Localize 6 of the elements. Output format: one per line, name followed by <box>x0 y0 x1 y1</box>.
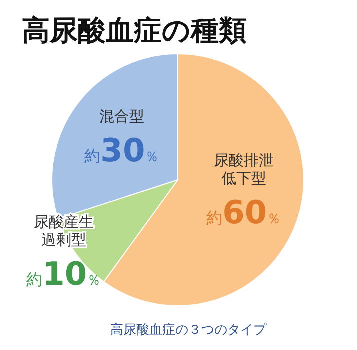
data-label: 約60％ <box>206 193 282 232</box>
text: 高尿酸血症の３つのタイプ <box>110 322 268 338</box>
slice-label: 尿酸排泄低下型 <box>214 151 274 188</box>
slice-label: 混合型 <box>99 107 144 126</box>
chart-title: 高尿酸血症の種類 <box>22 14 247 47</box>
data-label: 約30％ <box>84 131 160 170</box>
